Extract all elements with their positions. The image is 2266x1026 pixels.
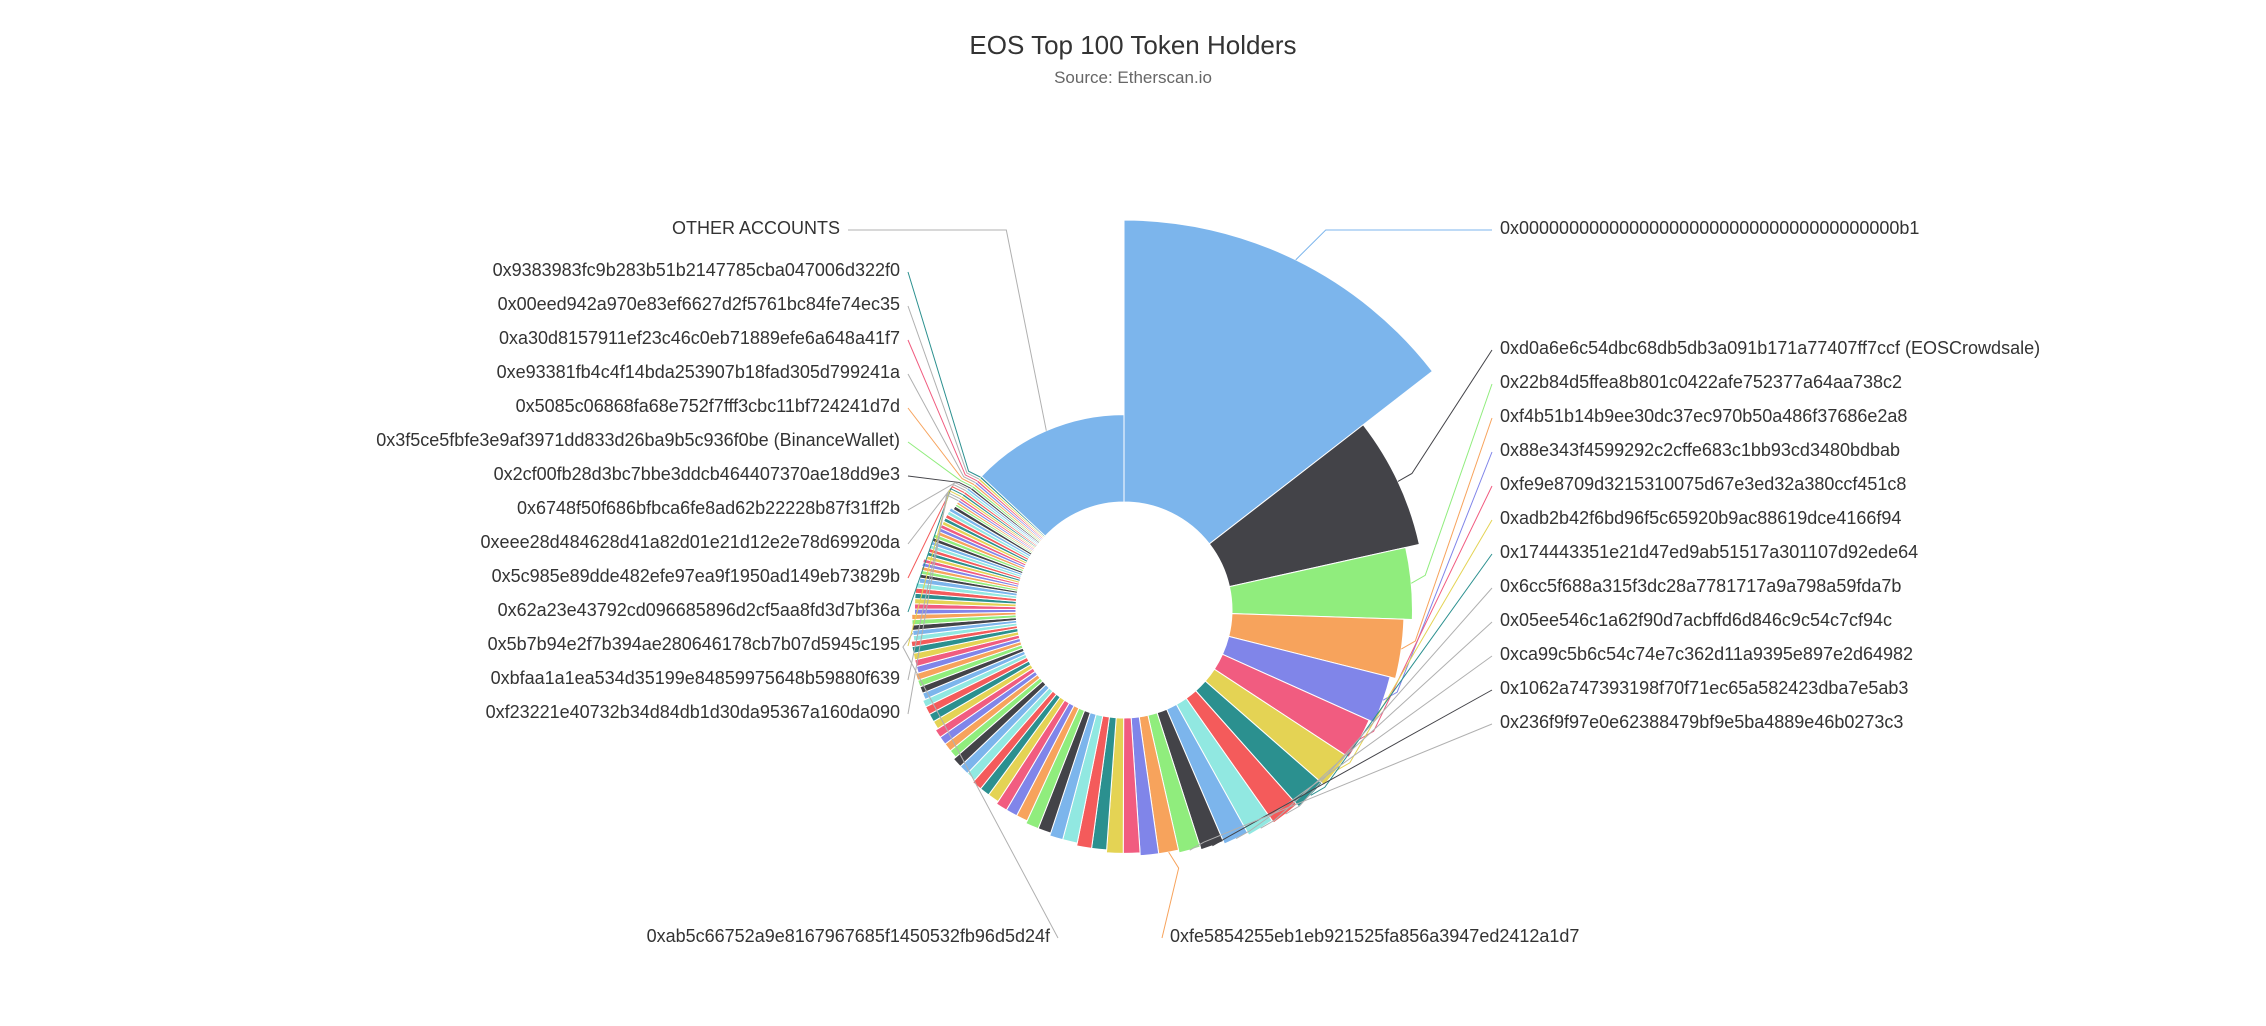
pie-slice-label: 0xbfaa1a1ea534d35199e84859975648b59880f6… — [491, 668, 900, 689]
pie-slice-label: 0x1062a747393198f70f71ec65a582423dba7e5a… — [1500, 678, 1908, 699]
pie-slice-label: 0xfe9e8709d3215310075d67e3ed32a380ccf451… — [1500, 474, 1906, 495]
pie-slice-label: 0x6748f50f686bfbca6fe8ad62b22228b87f31ff… — [517, 498, 900, 519]
pie-slice-label: 0xab5c66752a9e8167967685f1450532fb96d5d2… — [647, 926, 1050, 947]
pie-slice-label: 0x9383983fc9b283b51b2147785cba047006d322… — [493, 260, 900, 281]
pie-slice-label: 0xf23221e40732b34d84db1d30da95367a160da0… — [486, 702, 900, 723]
pie-slice-label: 0xadb2b42f6bd96f5c65920b9ac88619dce4166f… — [1500, 508, 1901, 529]
leader-line — [908, 306, 979, 479]
variable-pie-svg — [0, 0, 2266, 1026]
pie-slice-label: 0x3f5ce5fbfe3e9af3971dd833d26ba9b5c936f0… — [376, 430, 900, 451]
pie-slice-label: 0x2cf00fb28d3bc7bbe3ddcb464407370ae18dd9… — [494, 464, 900, 485]
pie-slice-label: 0x05ee546c1a62f90d7acbffd6d846c9c54c7cf9… — [1500, 610, 1892, 631]
leader-line — [1296, 230, 1492, 260]
pie-slice-label: 0x00eed942a970e83ef6627d2f5761bc84fe74ec… — [498, 294, 900, 315]
pie-slice-label: 0x88e343f4599292c2cffe683c1bb93cd3480bdb… — [1500, 440, 1900, 461]
pie-slice-label: 0x5085c06868fa68e752f7fff3cbc11bf724241d… — [516, 396, 900, 417]
pie-slice-label: 0xeee28d484628d41a82d01e21d12e2e78d69920… — [481, 532, 900, 553]
chart-root: EOS Top 100 Token Holders Source: Ethers… — [0, 0, 2266, 1026]
pie-slice-label: 0xf4b51b14b9ee30dc37ec970b50a486f37686e2… — [1500, 406, 1907, 427]
leader-line — [908, 272, 981, 477]
pie-slice-label: 0x5c985e89dde482efe97ea9f1950ad149eb7382… — [492, 566, 900, 587]
pie-slice-label: 0x236f9f97e0e62388479bf9e5ba4889e46b0273… — [1500, 712, 1903, 733]
leader-line — [908, 340, 977, 481]
pie-slice-label: 0xfe5854255eb1eb921525fa856a3947ed2412a1… — [1170, 926, 1579, 947]
pie-slice-label: 0x22b84d5ffea8b801c0422afe752377a64aa738… — [1500, 372, 1902, 393]
pie-slice-label: OTHER ACCOUNTS — [672, 218, 840, 239]
pie-slice-label: 0x00000000000000000000000000000000000000… — [1500, 218, 1919, 239]
pie-slice-label: 0x174443351e21d47ed9ab51517a301107d92ede… — [1500, 542, 1918, 563]
pie-slice-label: 0xa30d8157911ef23c46c0eb71889efe6a648a41… — [499, 328, 900, 349]
pie-slice-label: 0xe93381fb4c4f14bda253907b18fad305d79924… — [497, 362, 900, 383]
pie-slice-label: 0xca99c5b6c54c74e7c362d11a9395e897e2d649… — [1500, 644, 1913, 665]
pie-slice-label: 0x62a23e43792cd096685896d2cf5aa8fd3d7bf3… — [498, 600, 900, 621]
pie-slice-label: 0x5b7b94e2f7b394ae280646178cb7b07d5945c1… — [488, 634, 900, 655]
pie-slice-label: 0xd0a6e6c54dbc68db5db3a091b171a77407ff7c… — [1500, 338, 2040, 359]
pie-slice-label: 0x6cc5f688a315f3dc28a7781717a9a798a59fda… — [1500, 576, 1901, 597]
leader-line — [1162, 852, 1179, 938]
